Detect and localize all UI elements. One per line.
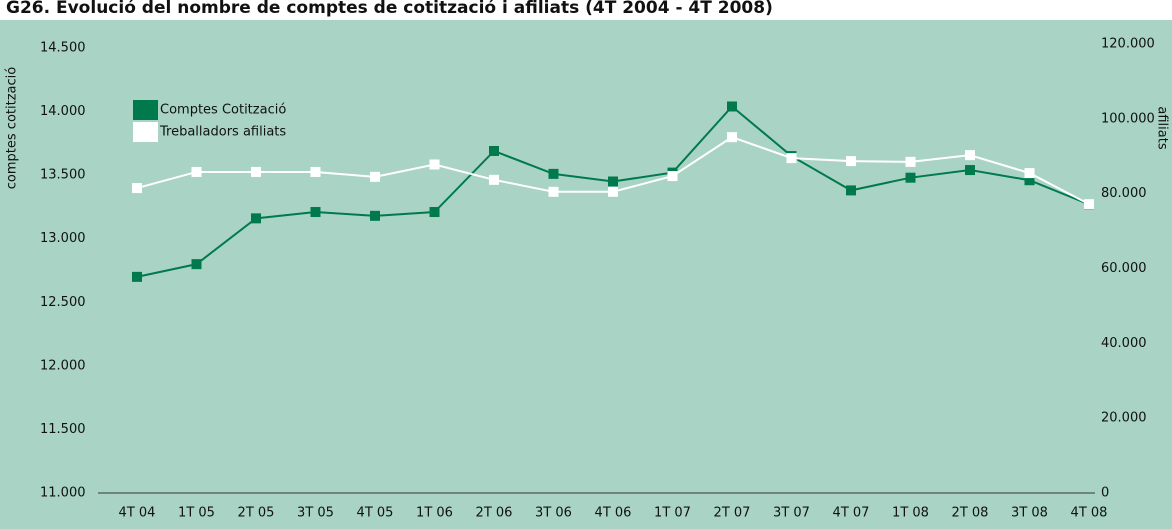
point <box>1024 175 1035 186</box>
y2-tick-label: 20.000 <box>1101 411 1147 426</box>
y2-tick-label: 100.000 <box>1101 111 1155 126</box>
x-tick-label: 2T 05 <box>238 506 275 521</box>
point <box>191 259 202 270</box>
y-tick-label: 13.000 <box>40 231 86 246</box>
point <box>667 171 678 182</box>
x-tick-label: 1T 07 <box>654 506 691 521</box>
point <box>905 156 916 167</box>
y2-tick-label: 40.000 <box>1101 336 1147 351</box>
x-tick-label: 3T 08 <box>1011 506 1048 521</box>
point <box>965 165 975 176</box>
x-tick-label: 4T 05 <box>357 506 394 521</box>
y-axis-label: comptes cotització <box>5 67 20 189</box>
legend-label: Treballadors afiliats <box>159 125 286 140</box>
point <box>548 186 559 197</box>
point <box>608 176 618 187</box>
point <box>965 150 975 161</box>
point <box>191 166 202 177</box>
x-tick-label: 2T 07 <box>714 506 751 521</box>
legend-swatch <box>133 122 158 142</box>
point <box>1084 199 1094 210</box>
point <box>608 186 618 197</box>
x-tick-label: 4T 07 <box>833 506 870 521</box>
point <box>310 207 321 218</box>
y-tick-label: 12.500 <box>40 295 86 310</box>
x-tick-label: 1T 08 <box>892 506 929 521</box>
y2-tick-label: 0 <box>1101 486 1109 501</box>
point <box>727 101 737 112</box>
y-tick-label: 11.000 <box>40 486 86 501</box>
point <box>905 172 916 183</box>
x-tick-label: 4T 08 <box>1071 506 1108 521</box>
y-tick-label: 11.500 <box>40 422 86 437</box>
point <box>251 213 261 224</box>
x-tick-label: 2T 06 <box>476 506 513 521</box>
x-tick-label: 1T 06 <box>416 506 453 521</box>
point <box>429 207 440 218</box>
point <box>132 271 142 282</box>
point <box>1024 168 1035 179</box>
y-tick-label: 14.000 <box>40 104 86 119</box>
x-tick-label: 3T 07 <box>773 506 810 521</box>
legend-swatch <box>133 100 158 120</box>
point <box>846 185 856 196</box>
point <box>132 183 142 194</box>
y2-axis-label: afiliats <box>1155 106 1170 149</box>
point <box>310 166 321 177</box>
point <box>786 153 797 164</box>
x-tick-label: 3T 05 <box>297 506 334 521</box>
point <box>370 210 380 221</box>
chart-title: G26. Evolució del nombre de comptes de c… <box>6 0 773 18</box>
point <box>846 156 856 167</box>
legend-label: Comptes Cotització <box>160 103 286 118</box>
y-tick-label: 13.500 <box>40 168 86 183</box>
point <box>429 159 440 170</box>
point <box>548 168 559 179</box>
y-tick-label: 14.500 <box>40 41 86 56</box>
x-tick-label: 2T 08 <box>952 506 989 521</box>
point <box>727 132 737 143</box>
point <box>489 174 499 185</box>
x-tick-label: 3T 06 <box>535 506 572 521</box>
y-tick-label: 12.000 <box>40 358 86 373</box>
y2-tick-label: 80.000 <box>1101 186 1147 201</box>
x-tick-label: 4T 04 <box>119 506 156 521</box>
y2-tick-label: 120.000 <box>1101 37 1155 52</box>
point <box>251 166 261 177</box>
y2-tick-label: 60.000 <box>1101 261 1147 276</box>
point <box>489 145 499 156</box>
plot-background <box>0 20 1172 529</box>
x-tick-label: 1T 05 <box>178 506 215 521</box>
point <box>370 171 380 182</box>
x-tick-label: 4T 06 <box>595 506 632 521</box>
